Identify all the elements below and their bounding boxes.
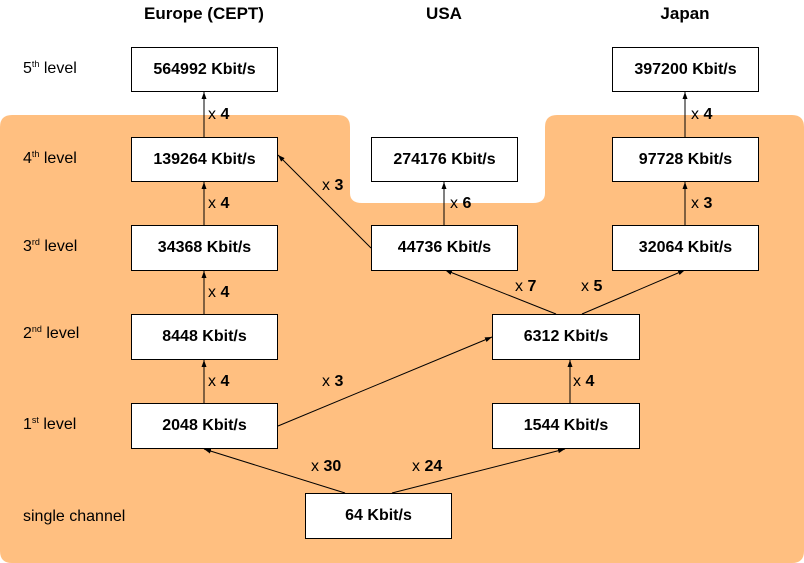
multiplier-base-us1: x 24 <box>412 458 443 475</box>
level-label-3: 3rd level <box>23 237 78 255</box>
box-europe-level5: 564992 Kbit/s <box>131 47 278 92</box>
box-europe-level1: 2048 Kbit/s <box>131 403 278 449</box>
box-japan-level4: 97728 Kbit/s <box>612 137 759 182</box>
multiplier-us2-3: x 7 <box>515 278 537 295</box>
multiplier-eu2-3: x 4 <box>208 284 230 301</box>
level-label-2: 2nd level <box>23 324 80 342</box>
box-japan-level3: 32064 Kbit/s <box>612 225 759 271</box>
box-europe-level2: 8448 Kbit/s <box>131 314 278 360</box>
box-usa-level1: 1544 Kbit/s <box>492 403 640 449</box>
multiplier-us3-eu4: x 3 <box>322 177 344 194</box>
column-header-usa: USA <box>426 4 462 23</box>
box-usa-level4: 274176 Kbit/s <box>371 137 518 182</box>
level-label-4: 4th level <box>23 149 77 167</box>
box-europe-level3: 34368 Kbit/s <box>131 225 278 271</box>
level-label-single-channel: single channel <box>23 508 126 525</box>
column-header-japan: Japan <box>660 4 710 23</box>
multiplier-us2-jp3: x 5 <box>581 278 603 295</box>
multiplier-jp3-4: x 3 <box>691 195 713 212</box>
box-japan-level5: 397200 Kbit/s <box>612 47 759 92</box>
multiplier-eu3-4: x 4 <box>208 195 230 212</box>
level-label-5: 5th level <box>23 59 77 77</box>
column-header-europe: Europe (CEPT) <box>144 4 264 23</box>
box-europe-level4: 139264 Kbit/s <box>131 137 278 182</box>
multiplier-eu1-us2: x 3 <box>322 373 344 390</box>
multiplier-jp4-5: x 4 <box>691 106 713 123</box>
multiplier-base-eu1: x 30 <box>311 458 342 475</box>
multiplier-us1-2: x 4 <box>573 373 595 390</box>
box-single-channel: 64 Kbit/s <box>305 493 452 539</box>
multiplier-us3-4: x 6 <box>450 195 472 212</box>
multiplier-eu4-5: x 4 <box>208 106 230 123</box>
multiplier-eu1-2: x 4 <box>208 373 230 390</box>
level-label-1: 1st level <box>23 415 77 433</box>
box-usa-level2: 6312 Kbit/s <box>492 314 640 360</box>
box-usa-level3: 44736 Kbit/s <box>371 225 518 271</box>
